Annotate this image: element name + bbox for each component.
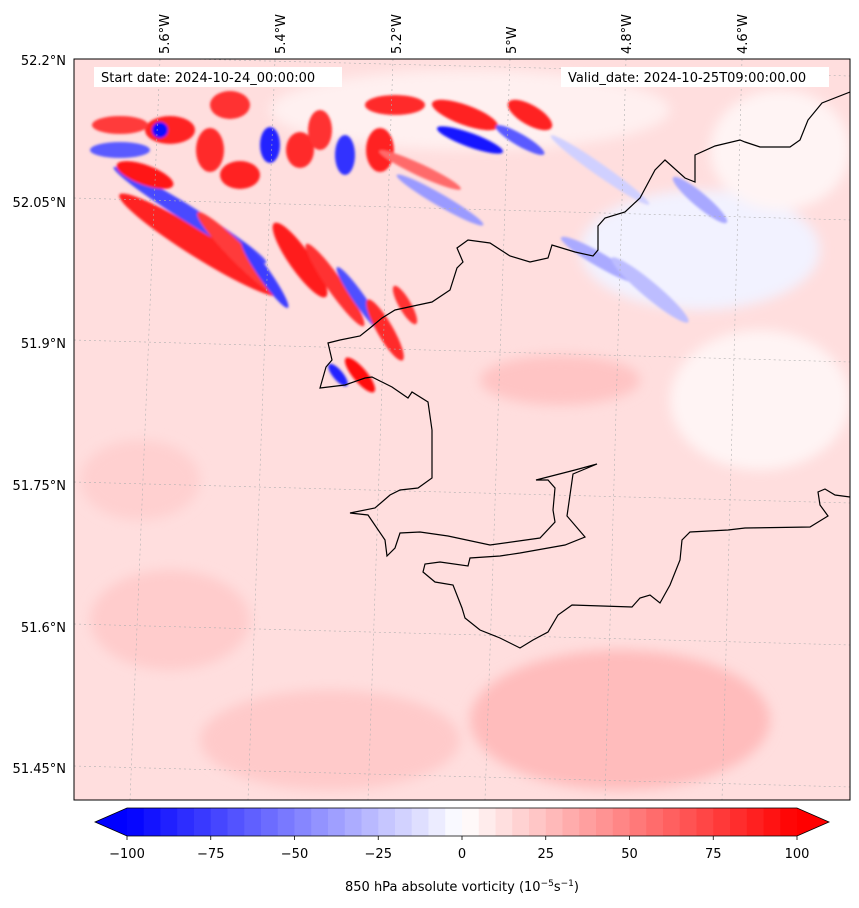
colorbar-cell bbox=[328, 808, 346, 836]
colorbar-tick-label: −75 bbox=[197, 847, 224, 862]
lat-label: 52.05°N bbox=[13, 196, 66, 211]
colorbar-cell bbox=[562, 808, 580, 836]
colorbar-cells bbox=[127, 808, 798, 836]
colorbar-tick-label: 50 bbox=[621, 847, 638, 862]
lon-label: 4.8°W bbox=[620, 14, 635, 54]
colorbar-tick-label: −100 bbox=[109, 847, 145, 862]
colorbar-cell bbox=[495, 808, 513, 836]
colorbar-cell bbox=[143, 808, 161, 836]
colorbar-cell bbox=[462, 808, 480, 836]
colorbar-cell bbox=[411, 808, 429, 836]
colorbar-cell bbox=[780, 808, 798, 836]
colorbar: −100 −75 −50 −25 0 25 50 75 100 850 hPa … bbox=[94, 807, 830, 895]
colorbar-tick-label: 100 bbox=[785, 847, 810, 862]
colorbar-extend-min bbox=[95, 808, 127, 836]
colorbar-title-text: 850 hPa absolute vorticity bbox=[345, 880, 515, 895]
lon-label: 5.2°W bbox=[390, 14, 405, 54]
colorbar-units-close: ) bbox=[574, 880, 579, 895]
lat-label: 51.9°N bbox=[21, 337, 66, 352]
colorbar-units-s: s bbox=[554, 880, 561, 895]
colorbar-cell bbox=[428, 808, 446, 836]
longitude-labels: 5.6°W 5.4°W 5.2°W 5°W 4.8°W 4.6°W bbox=[158, 14, 751, 54]
colorbar-tick-labels: −100 −75 −50 −25 0 25 50 75 100 bbox=[109, 847, 809, 862]
colorbar-cell bbox=[713, 808, 731, 836]
colorbar-cell bbox=[177, 808, 195, 836]
lon-label: 4.6°W bbox=[736, 14, 751, 54]
colorbar-cell bbox=[294, 808, 312, 836]
colorbar-cell bbox=[646, 808, 664, 836]
colorbar-cell bbox=[311, 808, 329, 836]
lon-label: 5°W bbox=[505, 26, 520, 54]
colorbar-cell bbox=[344, 808, 362, 836]
colorbar-units-exp1: −5 bbox=[541, 879, 554, 889]
lon-label: 5.4°W bbox=[274, 14, 289, 54]
colorbar-tick-label: 0 bbox=[458, 847, 466, 862]
colorbar-cell bbox=[612, 808, 630, 836]
colorbar-cell bbox=[763, 808, 781, 836]
colorbar-units-exp2: −1 bbox=[561, 879, 574, 889]
colorbar-tick-label: 75 bbox=[705, 847, 722, 862]
lat-label: 52.2°N bbox=[21, 54, 66, 69]
colorbar-ticks bbox=[126, 836, 798, 840]
lat-label: 51.45°N bbox=[13, 762, 66, 777]
lon-label: 5.6°W bbox=[158, 14, 173, 54]
colorbar-units-open: ( bbox=[519, 880, 524, 895]
colorbar-cell bbox=[512, 808, 530, 836]
colorbar-cell bbox=[378, 808, 396, 836]
colorbar-cell bbox=[629, 808, 647, 836]
colorbar-cell bbox=[746, 808, 764, 836]
latitude-labels: 52.2°N 52.05°N 51.9°N 51.75°N 51.6°N 51.… bbox=[13, 54, 66, 777]
valid-date-label: Valid_date: 2024-10-25T09:00:00.00 bbox=[568, 71, 806, 86]
colorbar-cell bbox=[277, 808, 295, 836]
colorbar-cell bbox=[194, 808, 212, 836]
colorbar-tick-label: 25 bbox=[537, 847, 554, 862]
colorbar-tick-label: −50 bbox=[281, 847, 308, 862]
vorticity-bands bbox=[90, 91, 728, 393]
colorbar-cell bbox=[445, 808, 463, 836]
colorbar-cell bbox=[210, 808, 228, 836]
map-frame bbox=[73, 58, 851, 801]
start-date-label: Start date: 2024-10-24_00:00:00 bbox=[101, 71, 315, 86]
colorbar-cell bbox=[261, 808, 279, 836]
colorbar-cell bbox=[478, 808, 496, 836]
header-right: Valid_date: 2024-10-25T09:00:00.00 bbox=[561, 67, 829, 87]
header-left: Start date: 2024-10-24_00:00:00 bbox=[94, 67, 342, 87]
colorbar-cell bbox=[545, 808, 563, 836]
colorbar-cell bbox=[127, 808, 145, 836]
colorbar-cell bbox=[529, 808, 547, 836]
colorbar-cell bbox=[579, 808, 597, 836]
coastline bbox=[319, 91, 850, 649]
colorbar-tick-label: −25 bbox=[365, 847, 392, 862]
lat-label: 51.6°N bbox=[21, 621, 66, 636]
colorbar-cell bbox=[361, 808, 379, 836]
colorbar-cell bbox=[663, 808, 681, 836]
colorbar-cell bbox=[395, 808, 413, 836]
vorticity-smooth-field bbox=[80, 70, 850, 790]
map-panel bbox=[74, 59, 850, 800]
colorbar-cell bbox=[244, 808, 262, 836]
colorbar-cell bbox=[696, 808, 714, 836]
colorbar-extend-max bbox=[797, 808, 829, 836]
colorbar-cell bbox=[679, 808, 697, 836]
colorbar-cell bbox=[160, 808, 178, 836]
colorbar-title: 850 hPa absolute vorticity (10−5s−1) bbox=[345, 879, 579, 895]
colorbar-cell bbox=[730, 808, 748, 836]
colorbar-cell bbox=[227, 808, 245, 836]
colorbar-units-base: 10 bbox=[524, 880, 541, 895]
lat-label: 51.75°N bbox=[13, 479, 66, 494]
colorbar-cell bbox=[596, 808, 614, 836]
